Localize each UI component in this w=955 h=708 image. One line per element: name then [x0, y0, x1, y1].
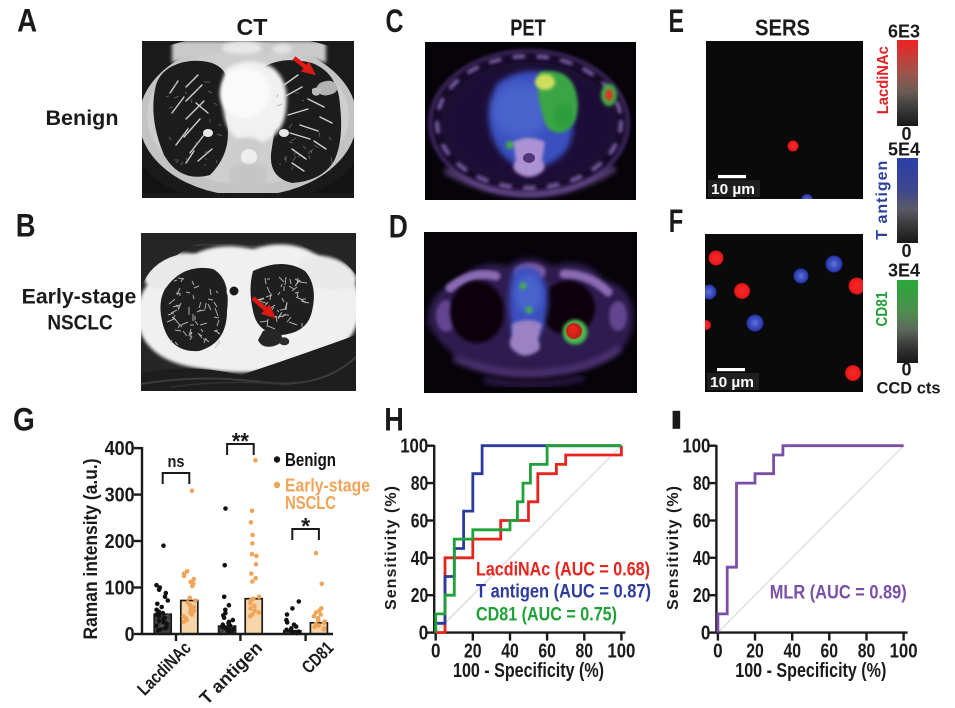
svg-text:400: 400 — [105, 438, 135, 460]
svg-text:100: 100 — [682, 436, 710, 458]
svg-text:A: A — [17, 2, 37, 38]
svg-text:0: 0 — [431, 641, 441, 663]
svg-text:40: 40 — [693, 548, 711, 570]
svg-text:0: 0 — [902, 123, 912, 144]
svg-text:60: 60 — [538, 641, 556, 663]
svg-text:100: 100 — [105, 578, 135, 600]
svg-text:C: C — [386, 3, 404, 39]
svg-text:100: 100 — [890, 641, 918, 663]
svg-text:10 µm: 10 µm — [711, 182, 755, 198]
svg-text:100 - Specificity (%): 100 - Specificity (%) — [735, 660, 886, 682]
svg-text:NSCLC: NSCLC — [285, 493, 336, 513]
svg-text:T antigen: T antigen — [874, 161, 891, 240]
svg-text:80: 80 — [858, 641, 876, 663]
svg-text:Benign: Benign — [46, 106, 119, 130]
svg-text:200: 200 — [105, 531, 135, 553]
svg-text:Early-stage: Early-stage — [22, 285, 137, 309]
svg-text:B: B — [16, 207, 36, 243]
svg-text:CD81: CD81 — [874, 291, 891, 326]
svg-text:H: H — [384, 401, 404, 437]
svg-text:Benign: Benign — [285, 450, 336, 470]
svg-text:20: 20 — [411, 585, 429, 607]
svg-text:40: 40 — [501, 641, 519, 663]
svg-text:20: 20 — [746, 641, 764, 663]
svg-text:20: 20 — [693, 585, 711, 607]
svg-text:0: 0 — [902, 240, 912, 261]
svg-text:100: 100 — [607, 641, 635, 663]
svg-text:Sensitivity (%): Sensitivity (%) — [665, 486, 682, 610]
svg-text:LacdiNAc: LacdiNAc — [875, 46, 892, 114]
svg-text:0: 0 — [713, 641, 723, 663]
svg-text:NSCLC: NSCLC — [47, 310, 112, 334]
svg-text:CT: CT — [237, 14, 268, 40]
svg-text:*: * — [301, 513, 310, 539]
svg-text:60: 60 — [693, 511, 711, 533]
svg-text:80: 80 — [693, 473, 711, 495]
svg-text:80: 80 — [411, 473, 429, 495]
svg-text:40: 40 — [783, 641, 801, 663]
svg-text:0: 0 — [125, 624, 135, 646]
svg-text:Raman intensity (a.u.): Raman intensity (a.u.) — [81, 459, 102, 640]
svg-text:100: 100 — [400, 436, 428, 458]
svg-text:300: 300 — [105, 485, 135, 507]
svg-text:100 - Specificity (%): 100 - Specificity (%) — [453, 660, 604, 682]
svg-text:G: G — [13, 402, 35, 438]
svg-text:60: 60 — [821, 641, 839, 663]
svg-text:40: 40 — [411, 548, 429, 570]
svg-text:D: D — [389, 208, 408, 244]
svg-text:F: F — [669, 203, 684, 239]
svg-text:10 µm: 10 µm — [710, 375, 754, 391]
svg-text:0: 0 — [419, 623, 429, 645]
svg-text:CD81 (AUC = 0.75): CD81 (AUC = 0.75) — [476, 605, 617, 626]
svg-text:0: 0 — [902, 359, 912, 380]
svg-text:E: E — [669, 3, 685, 39]
svg-text:SERS: SERS — [755, 15, 810, 41]
svg-text:60: 60 — [411, 511, 429, 533]
svg-text:CCD cts: CCD cts — [877, 379, 941, 398]
svg-text:**: ** — [232, 428, 249, 454]
svg-text:0: 0 — [701, 623, 711, 645]
svg-text:20: 20 — [464, 641, 482, 663]
svg-text:PET: PET — [510, 15, 545, 41]
svg-text:LacdiNAc (AUC = 0.68): LacdiNAc (AUC = 0.68) — [476, 560, 650, 581]
svg-text:3E4: 3E4 — [888, 260, 921, 281]
svg-text:MLR (AUC = 0.89): MLR (AUC = 0.89) — [770, 583, 907, 604]
svg-text:T antigen (AUC = 0.87): T antigen (AUC = 0.87) — [476, 582, 651, 603]
svg-text:5E4: 5E4 — [888, 139, 921, 160]
svg-text:6E3: 6E3 — [888, 21, 920, 42]
svg-text:Sensitivity (%): Sensitivity (%) — [383, 486, 400, 610]
svg-text:80: 80 — [576, 641, 594, 663]
svg-text:ns: ns — [168, 452, 185, 471]
svg-text:Early-stage: Early-stage — [285, 476, 370, 496]
